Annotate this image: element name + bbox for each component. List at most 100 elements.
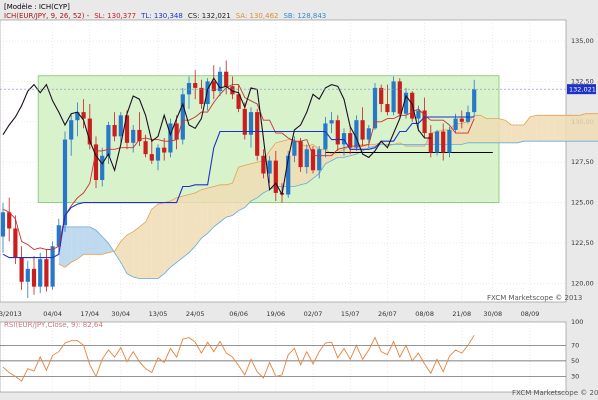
candle-body (335, 120, 340, 145)
kumo-segment (96, 230, 103, 255)
candle-body (81, 112, 86, 119)
kumo-segment (195, 189, 202, 247)
candle-body (286, 155, 291, 195)
candle-body (50, 246, 55, 287)
candle-body (298, 141, 303, 168)
kumo-segment (486, 118, 493, 143)
candle-body (441, 131, 446, 153)
candle-body (391, 81, 396, 113)
chart-header: [Modèle : ICH(CYP] (4, 3, 75, 12)
kumo-segment (182, 194, 189, 258)
candle-body (69, 120, 74, 140)
x-tick-label: 08/09 (521, 310, 540, 318)
candle-body (112, 125, 117, 137)
kumo-segment (244, 163, 251, 208)
candle-body (422, 110, 427, 134)
candle-body (354, 120, 359, 148)
candle-body (0, 212, 6, 237)
x-tick-label: 26/07 (378, 310, 397, 318)
candle-body (13, 228, 18, 258)
candle-body (44, 259, 49, 287)
kumo-segment (592, 113, 598, 142)
cs-value: CS: 132,021 (187, 12, 231, 20)
y-tick-label: 127,50 (571, 158, 594, 166)
x-tick-label: 21/08 (452, 310, 471, 318)
candle-body (428, 133, 433, 153)
main-watermark: FXCM Marketscope © 2013 (487, 294, 583, 302)
x-tick-label: 15/07 (341, 310, 360, 318)
candle-body (273, 160, 278, 193)
kumo-segment (145, 209, 152, 279)
kumo-segment (139, 222, 146, 279)
x-tick-label: 30/08 (483, 310, 502, 318)
kumo-segment (170, 197, 177, 268)
x-tick-label: 24/05 (186, 310, 205, 318)
candle-body (366, 128, 371, 140)
candle-body (397, 81, 402, 114)
kumo-segment (164, 200, 171, 274)
kumo-segment (350, 146, 357, 156)
kijun-sen-line (2, 116, 475, 259)
candle-body (224, 71, 229, 87)
kumo-segment (567, 115, 574, 142)
kumo-segment (499, 118, 506, 143)
tenkan-sen-line (2, 84, 475, 250)
candle-body (248, 112, 254, 135)
y-tick-label: 125,00 (571, 199, 594, 207)
x-tick-label: 06/06 (229, 310, 248, 318)
x-tick-label: 19/06 (266, 310, 285, 318)
kumo-segment (505, 120, 512, 143)
kumo-segment (133, 226, 140, 279)
candle-body (193, 83, 198, 88)
kumo-segment (573, 115, 580, 142)
rsi-y-tick-label: 100 (571, 318, 583, 326)
candle-body (56, 225, 61, 247)
kumo-segment (176, 196, 183, 263)
candle-body (261, 155, 266, 174)
y-tick-label: 120,00 (571, 279, 594, 287)
kumo-segment (201, 188, 208, 239)
sb-value: SB: 128,843 (283, 12, 327, 20)
kumo-segment (492, 118, 499, 143)
kumo-segment (71, 226, 78, 263)
candle-body (75, 112, 80, 121)
candle-body (118, 115, 123, 137)
candle-body (255, 112, 260, 156)
candle-body (459, 118, 464, 122)
model-label: [Modèle : ICH(CYP] (4, 3, 70, 11)
candle-body (124, 115, 130, 143)
rsi-y-tick-label: 30 (571, 372, 579, 380)
kumo-segment (213, 184, 220, 227)
kumo-segment (114, 241, 121, 263)
candle-body (106, 125, 111, 156)
kumo-segment (530, 115, 537, 142)
candle-body (453, 118, 458, 130)
candle-body (162, 147, 167, 153)
kumo-segment (120, 234, 127, 274)
kumo-segment (189, 192, 196, 253)
kumo-segment (554, 115, 561, 142)
candle-body (100, 155, 105, 180)
candle-body (93, 144, 99, 180)
candle-body (310, 149, 316, 171)
kumo-segment (480, 115, 487, 143)
candle-body (217, 71, 223, 92)
x-tick-label: 02/07 (304, 310, 323, 318)
candle-body (31, 268, 37, 287)
candles (0, 60, 477, 298)
kumo-segment (77, 226, 84, 260)
kumo-segment (418, 144, 425, 147)
sa-value: SA: 130,462 (235, 12, 279, 20)
candle-body (174, 123, 179, 140)
x-tick-label: 30/04 (111, 310, 130, 318)
kumo-segment (83, 226, 90, 255)
kumo-segment (251, 162, 258, 201)
candle-body (341, 133, 347, 145)
kumo-segment (207, 186, 214, 234)
candle-body (180, 94, 185, 140)
rsi-line (2, 334, 475, 382)
candle-body (329, 120, 334, 124)
candle-body (236, 94, 241, 109)
x-tick-label: 13/05 (149, 310, 168, 318)
rsi-header: RSI(EUR/JPY,Close, 9): 82,64 (4, 321, 103, 329)
